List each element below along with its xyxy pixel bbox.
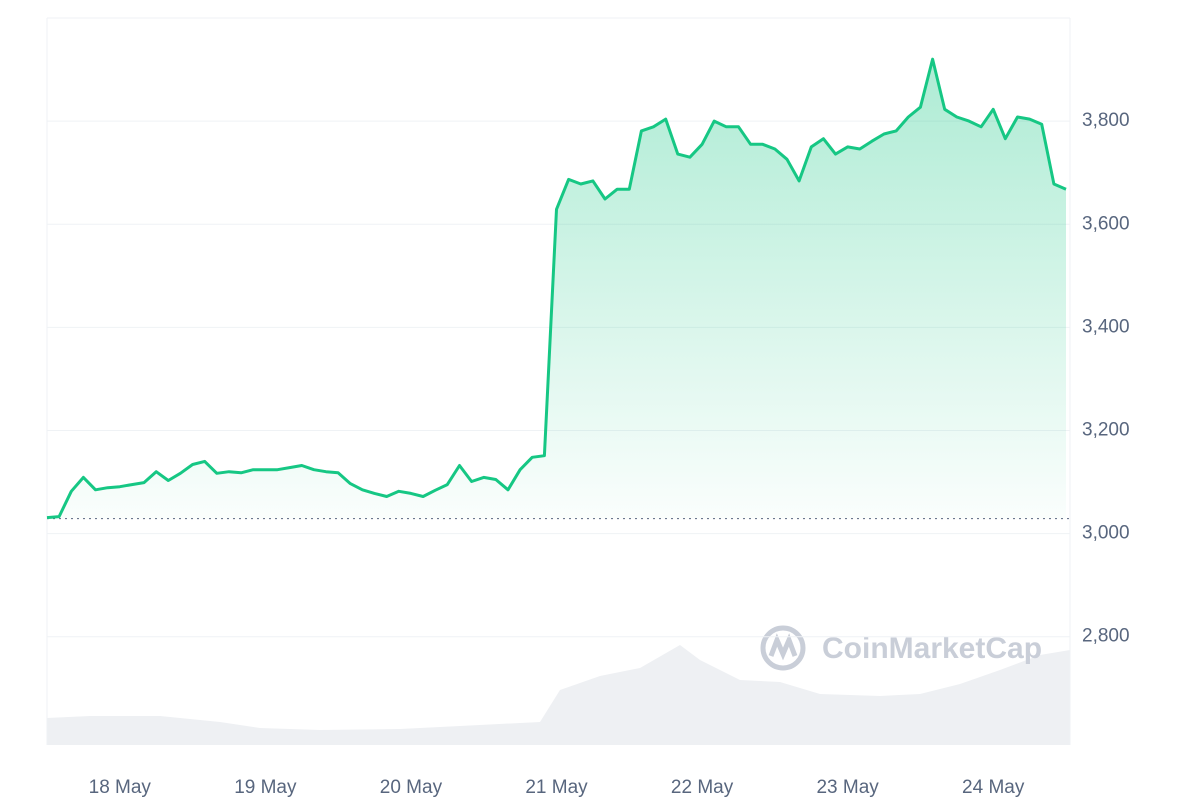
- y-tick-label: 3,600: [1082, 213, 1130, 234]
- watermark-logo: [760, 625, 806, 671]
- y-tick-label: 3,000: [1082, 523, 1130, 544]
- x-tick-label: 21 May: [525, 777, 588, 798]
- price-line: [46, 57, 1067, 520]
- y-tick-label: 3,200: [1082, 419, 1130, 440]
- x-tick-label: 24 May: [962, 777, 1025, 798]
- x-tick-label: 18 May: [89, 777, 152, 798]
- y-tick-label: 3,800: [1082, 110, 1130, 131]
- watermark: CoinMarketCap: [822, 632, 1042, 665]
- area-fill: [47, 59, 1066, 519]
- y-tick-label: 3,400: [1082, 316, 1130, 337]
- x-tick-label: 22 May: [671, 777, 734, 798]
- x-tick-label: 23 May: [816, 777, 879, 798]
- y-tick-label: 2,800: [1082, 626, 1130, 647]
- volume-area: [47, 645, 1070, 745]
- x-tick-label: 20 May: [380, 777, 443, 798]
- x-tick-label: 19 May: [234, 777, 297, 798]
